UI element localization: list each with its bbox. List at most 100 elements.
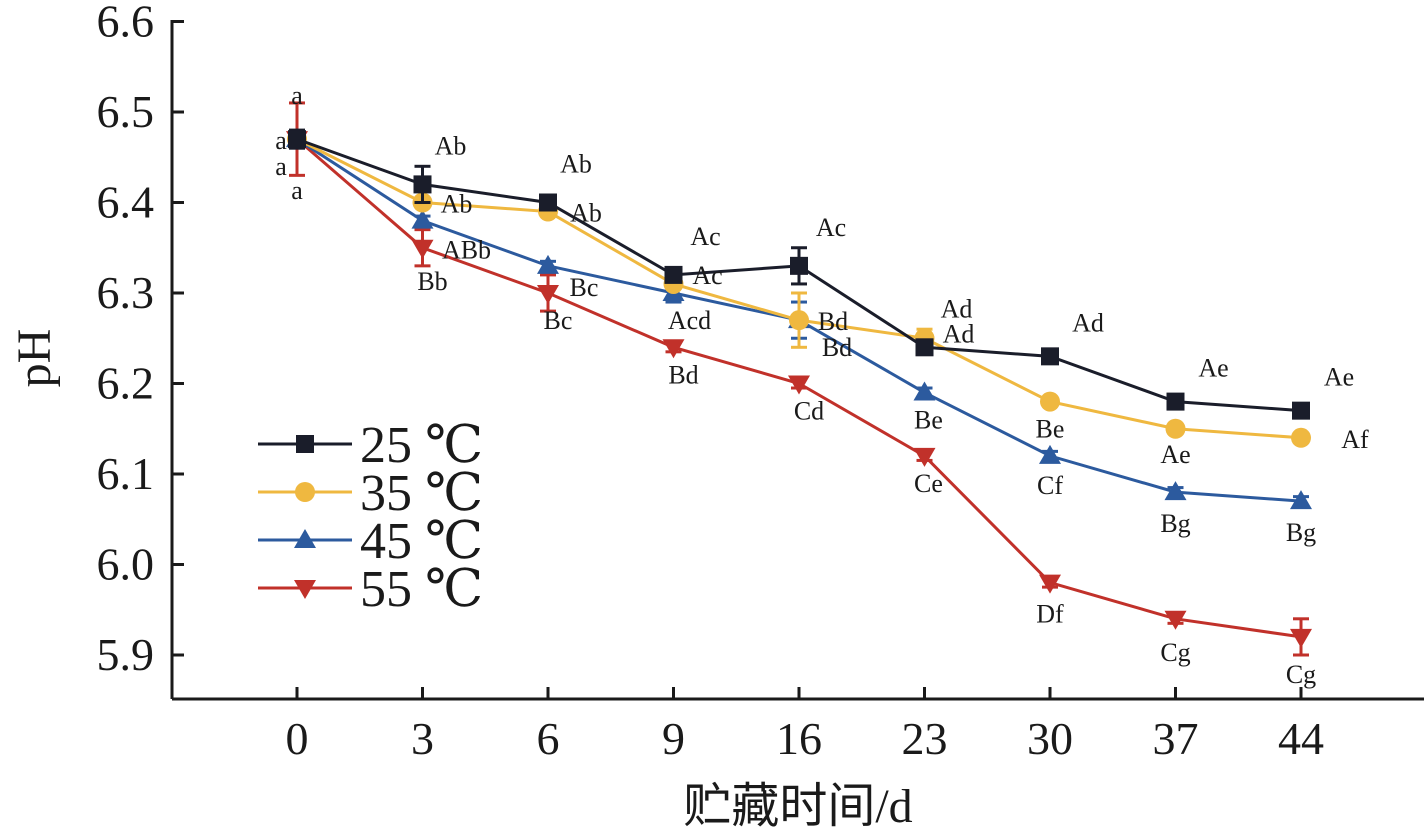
significance-label: Bd [818,307,848,336]
data-point [1291,427,1311,448]
legend-item: 45 ℃ [258,513,483,570]
significance-label: a [275,126,287,155]
y-tick-label: 6.6 [97,0,155,47]
x-axis-title: 贮藏时间/d [683,780,912,833]
significance-label: Cd [794,397,824,426]
legend-marker [296,435,314,453]
significance-label: Bg [1160,509,1190,538]
data-point [1041,347,1059,366]
significance-label: Ad [941,294,973,323]
x-tick-label: 0 [286,713,309,764]
legend: 25 ℃35 ℃45 ℃55 ℃ [258,417,483,618]
data-point [664,265,683,284]
significance-label: Ae [1160,440,1190,469]
data-point [1290,628,1312,648]
legend-label: 45 ℃ [360,513,483,570]
significance-label: Ae [1324,363,1354,392]
series-group [286,101,1312,657]
significance-label: a [275,152,287,181]
significance-label: Bc [544,306,573,335]
significance-label: a [291,176,303,205]
data-point [1166,392,1185,411]
significance-label: Af [1341,425,1369,454]
y-tick-label: 6.2 [97,358,155,409]
legend-marker [295,482,315,502]
legend-label: 25 ℃ [360,417,483,474]
x-tick-label: 37 [1153,713,1199,764]
significance-label: a [291,81,303,110]
data-point [1165,418,1186,439]
data-point [411,239,434,259]
y-tick-label: 6.4 [97,177,155,228]
data-point [537,254,559,274]
legend-item: 35 ℃ [258,465,483,522]
x-tick-label: 16 [776,713,822,764]
data-point [789,310,809,331]
data-point [1039,444,1061,464]
x-tick-label: 23 [902,713,948,764]
significance-label: Acd [668,306,711,335]
x-tick-label: 9 [662,713,685,764]
significance-label: Ab [570,199,602,228]
significance-label: Bd [822,333,852,362]
legend-marker [294,580,316,599]
data-point [413,175,432,194]
significance-label: Be [914,406,943,435]
data-point [913,381,936,401]
data-point [288,130,306,149]
y-tick-label: 5.9 [97,629,155,680]
data-point [1039,574,1061,594]
legend-label: 35 ℃ [360,465,483,522]
significance-label: Ac [692,261,722,290]
axes: 5.9 6.0 6.1 6.2 6.3 6.4 6.5 6.6 0 3 6 9 16 23 30 37 44 [97,0,1424,764]
significance-label: Cg [1286,660,1316,689]
legend-item: 55 ℃ [258,561,483,618]
y-tick-label: 6.5 [97,86,155,137]
significance-label: Ad [943,319,975,348]
significance-label: Ab [560,150,592,179]
significance-label: ABb [442,236,491,265]
significance-label: Ac [690,222,720,251]
data-point [1164,610,1187,630]
x-tick-label: 30 [1027,713,1073,764]
legend-label: 55 ℃ [360,561,483,618]
data-point [662,339,685,359]
significance-label: Ac [816,213,846,242]
significance-label: Ce [914,469,943,498]
data-point [915,338,934,357]
series-25c [288,128,1310,420]
significance-label: Ab [435,131,467,160]
data-point [539,193,557,212]
significance-label: Cg [1160,638,1190,667]
series-55c [286,101,1312,657]
data-point [790,256,808,275]
data-point [1040,391,1060,412]
significance-label: Bb [417,267,447,296]
significance-label: Cf [1037,471,1063,500]
x-tick-label: 44 [1278,713,1324,764]
significance-label: Bg [1286,518,1316,547]
legend-item: 25 ℃ [258,417,483,474]
data-point [788,375,810,395]
data-point [1292,401,1310,420]
x-tick-label: 3 [411,713,434,764]
y-tick-label: 6.1 [97,448,155,499]
significance-label: Ad [1072,308,1104,337]
y-tick-label: 6.0 [97,539,155,590]
data-point [411,209,434,229]
data-point [1164,481,1187,501]
data-point [537,285,559,304]
significance-label: Ab [441,190,473,219]
data-point [1290,490,1312,510]
y-axis-title: pH [8,329,61,388]
significance-label: Be [1036,415,1065,444]
legend-marker [294,529,316,548]
significance-label: Ae [1198,354,1228,383]
data-point [913,447,936,467]
x-tick-label: 6 [537,713,560,764]
significance-label: Df [1036,600,1064,629]
significance-label: Bc [570,273,599,302]
